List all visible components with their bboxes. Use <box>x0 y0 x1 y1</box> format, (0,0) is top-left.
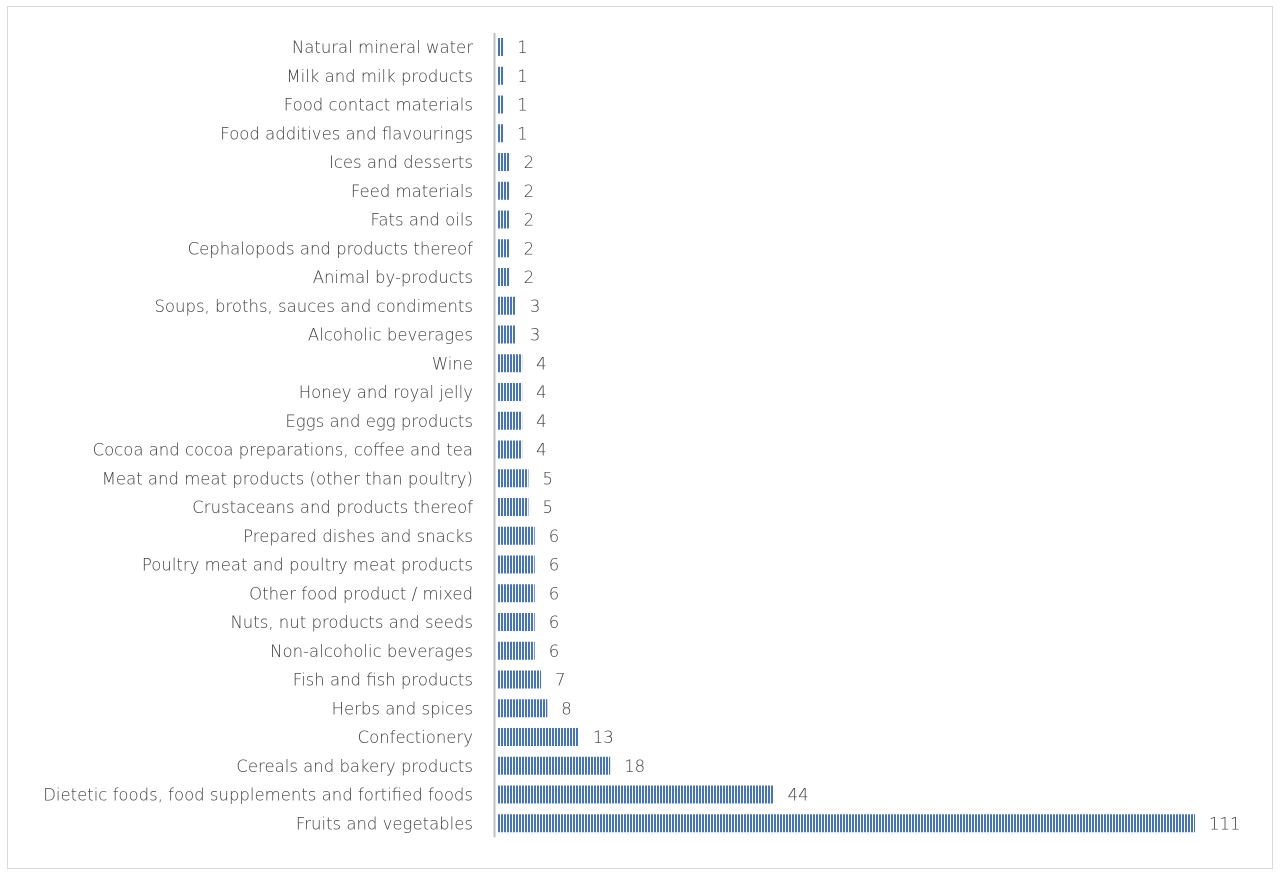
category-label: Food additives and flavourings <box>220 124 473 143</box>
bar <box>497 498 529 516</box>
data-label: 3 <box>530 326 541 345</box>
data-label: 2 <box>524 182 535 201</box>
bar <box>497 641 535 660</box>
category-label: Confectionery <box>358 728 473 747</box>
bar <box>497 268 510 286</box>
bar <box>497 296 516 315</box>
data-label: 6 <box>549 527 560 546</box>
data-label: 1 <box>517 38 528 57</box>
category-label: Honey and royal jelly <box>299 383 473 402</box>
category-label: Soups, broths, sauces and condiments <box>154 297 473 316</box>
bar <box>497 440 523 459</box>
data-label: 4 <box>536 412 547 431</box>
bar <box>497 756 611 775</box>
category-label: Animal by-products <box>313 268 473 287</box>
category-label: Feed materials <box>351 182 473 201</box>
data-label: 2 <box>524 268 535 287</box>
bar <box>497 526 535 545</box>
category-label: Food contact materials <box>284 96 473 115</box>
data-label: 8 <box>561 699 572 718</box>
bar <box>497 181 510 200</box>
data-label: 4 <box>536 383 547 402</box>
bar <box>497 785 774 804</box>
data-label: 1 <box>517 96 528 115</box>
category-label: Meat and meat products (other than poult… <box>102 469 473 488</box>
data-label: 2 <box>524 211 535 230</box>
category-label: Herbs and spices <box>332 699 473 718</box>
category-label: Other food product / mixed <box>249 584 473 603</box>
data-label: 13 <box>593 728 614 747</box>
data-label: 6 <box>549 613 560 632</box>
category-label: Crustaceans and products thereof <box>192 498 473 517</box>
category-label: Ices and desserts <box>329 153 473 172</box>
category-label: Cephalopods and products thereof <box>188 239 474 258</box>
category-label: Wine <box>432 354 473 373</box>
category-label: Fats and oils <box>370 211 473 230</box>
bar <box>497 153 510 171</box>
bar <box>497 613 535 631</box>
category-label: Milk and milk products <box>286 67 473 86</box>
bar <box>497 728 579 746</box>
data-label: 6 <box>549 642 560 661</box>
data-label: 3 <box>530 297 541 316</box>
data-label: 1 <box>517 67 528 86</box>
data-label: 4 <box>536 354 547 373</box>
bar <box>497 66 504 85</box>
data-label: 111 <box>1209 814 1241 833</box>
bars-group <box>497 38 1195 833</box>
data-label: 2 <box>524 239 535 258</box>
bar <box>497 469 529 488</box>
data-label: 1 <box>517 124 528 143</box>
bar <box>497 124 504 143</box>
data-label: 5 <box>542 469 553 488</box>
category-label: Poultry meat and poultry meat products <box>142 556 473 575</box>
bar <box>497 38 504 56</box>
bar <box>497 814 1195 833</box>
data-label: 2 <box>524 153 535 172</box>
chart-area <box>7 6 1273 869</box>
category-label: Nuts, nut products and seeds <box>230 613 473 632</box>
data-label: 4 <box>536 441 547 460</box>
bar <box>497 584 535 603</box>
bar <box>497 239 510 258</box>
category-label: Fruits and vegetables <box>296 814 473 833</box>
category-label: Eggs and egg products <box>285 412 473 431</box>
category-label: Natural mineral water <box>292 38 473 57</box>
bar <box>497 411 523 430</box>
data-label: 6 <box>549 556 560 575</box>
bar <box>497 95 504 114</box>
category-label: Dietetic foods, food supplements and for… <box>43 786 473 805</box>
data-label: 44 <box>788 786 809 805</box>
bar <box>497 670 542 689</box>
category-label: Alcoholic beverages <box>308 326 473 345</box>
bar <box>497 325 516 344</box>
data-label: 5 <box>542 498 553 517</box>
category-label: Cereals and bakery products <box>236 757 473 776</box>
data-label: 18 <box>624 757 645 776</box>
category-label: Non-alcoholic beverages <box>270 642 473 661</box>
bar <box>497 210 510 229</box>
data-label: 6 <box>549 584 560 603</box>
category-label: Prepared dishes and snacks <box>243 527 473 546</box>
category-labels: Natural mineral water Milk and milk produ… <box>43 38 473 833</box>
data-label: 7 <box>555 671 566 690</box>
category-label: Fish and fish products <box>293 671 473 690</box>
bar <box>497 383 523 401</box>
bar <box>497 555 535 574</box>
bar <box>497 699 548 718</box>
bar <box>497 354 523 373</box>
category-label: Cocoa and cocoa preparations, coffee and… <box>93 441 473 460</box>
